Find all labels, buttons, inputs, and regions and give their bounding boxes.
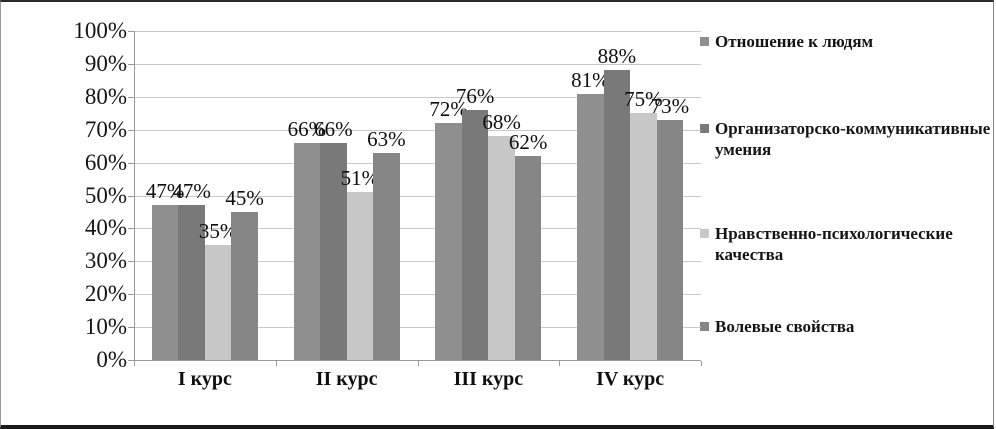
y-axis-tick <box>128 163 134 164</box>
y-axis-tick <box>128 261 134 262</box>
gridline <box>134 261 701 262</box>
bar-4-cat-4 <box>656 119 684 360</box>
bar-3-cat-4 <box>630 113 657 360</box>
legend-label: Волевые свойства <box>715 317 855 336</box>
gridline <box>134 294 701 295</box>
legend-item-3: Нравственно-психологические качества <box>700 223 992 265</box>
value-label: 72% <box>429 97 468 122</box>
bar-4-cat-3 <box>514 156 542 360</box>
legend: Отношение к людям Организаторско-коммуник… <box>700 2 992 425</box>
value-label: 88% <box>597 44 637 69</box>
gridline <box>134 228 701 229</box>
x-axis-tick <box>134 361 135 366</box>
x-axis <box>134 360 701 361</box>
value-label: 76% <box>455 83 495 108</box>
bar-1-cat-3 <box>435 123 462 360</box>
y-tick-label: 50% <box>84 183 127 208</box>
y-tick-label: 10% <box>84 314 127 339</box>
legend-label: Организаторско-коммуникативные умения <box>715 119 991 159</box>
value-label: 81% <box>571 67 610 92</box>
gridline <box>134 163 701 164</box>
gridline <box>134 327 701 328</box>
x-axis-tick <box>559 361 560 366</box>
legend-marker-icon <box>700 37 709 46</box>
bar-3-cat-1 <box>204 244 232 360</box>
legend-label: Нравственно-психологические качества <box>715 224 953 264</box>
value-label: 73% <box>650 93 690 118</box>
y-tick-label: 60% <box>84 150 127 175</box>
bar-2-cat-1 <box>178 205 205 360</box>
gridline <box>134 31 701 32</box>
bar-2-cat-3 <box>461 109 489 360</box>
value-label: 45% <box>225 185 264 210</box>
x-category-label: I курс <box>177 368 232 390</box>
value-label: 62% <box>508 130 548 155</box>
bar-1-cat-1 <box>151 205 179 360</box>
bar-1-cat-4 <box>577 93 604 360</box>
y-tick-label: 90% <box>84 51 127 76</box>
y-axis-tick <box>128 360 134 361</box>
gridline <box>134 64 701 65</box>
x-category-label: IV курс <box>596 368 665 390</box>
y-axis-tick <box>128 294 134 295</box>
bar-2-cat-2 <box>320 142 347 360</box>
x-axis-tick <box>701 361 702 366</box>
bar-2-cat-4 <box>603 70 631 360</box>
x-axis-tick <box>276 361 277 366</box>
gridline <box>134 97 701 98</box>
y-tick-label: 40% <box>84 215 127 240</box>
value-label: 47% <box>172 179 211 204</box>
value-label: 63% <box>367 126 406 151</box>
value-label: 75% <box>624 87 663 112</box>
legend-item-2: Организаторско-коммуникативные умения <box>700 118 992 160</box>
y-axis-tick <box>128 228 134 229</box>
y-axis-tick <box>128 327 134 328</box>
legend-item-1: Отношение к людям <box>700 31 992 52</box>
value-label: 51% <box>340 166 380 191</box>
legend-marker-icon <box>700 229 709 238</box>
y-axis-tick <box>128 97 134 98</box>
y-axis-tick <box>128 130 134 131</box>
y-tick-label: 0% <box>96 347 127 372</box>
legend-label: Отношение к людям <box>715 32 874 51</box>
legend-marker-icon <box>700 124 709 133</box>
y-tick-label: 20% <box>84 281 127 306</box>
y-tick-label: 100% <box>73 18 127 43</box>
x-category-label: II курс <box>315 368 378 390</box>
y-axis-tick <box>128 196 134 197</box>
bar-1-cat-2 <box>293 142 321 360</box>
gridline <box>134 196 701 197</box>
bar-3-cat-3 <box>488 136 515 360</box>
y-axis-tick <box>128 64 134 65</box>
y-axis-tick <box>128 31 134 32</box>
value-label: 66% <box>314 116 353 141</box>
y-tick-label: 80% <box>84 84 127 109</box>
gridline <box>134 130 701 131</box>
bar-3-cat-2 <box>346 192 374 360</box>
y-tick-label: 70% <box>84 117 127 142</box>
y-axis <box>134 31 135 360</box>
value-label: 66% <box>287 116 327 141</box>
x-axis-tick <box>418 361 419 366</box>
value-label: 68% <box>482 110 521 135</box>
value-label: 35% <box>198 218 238 243</box>
x-category-label: III курс <box>453 368 524 390</box>
bar-4-cat-2 <box>373 152 400 360</box>
bar-4-cat-1 <box>231 211 258 360</box>
legend-marker-icon <box>700 322 709 331</box>
legend-item-4: Волевые свойства <box>700 316 992 337</box>
y-tick-label: 30% <box>84 248 127 273</box>
value-label: 47% <box>145 179 185 204</box>
